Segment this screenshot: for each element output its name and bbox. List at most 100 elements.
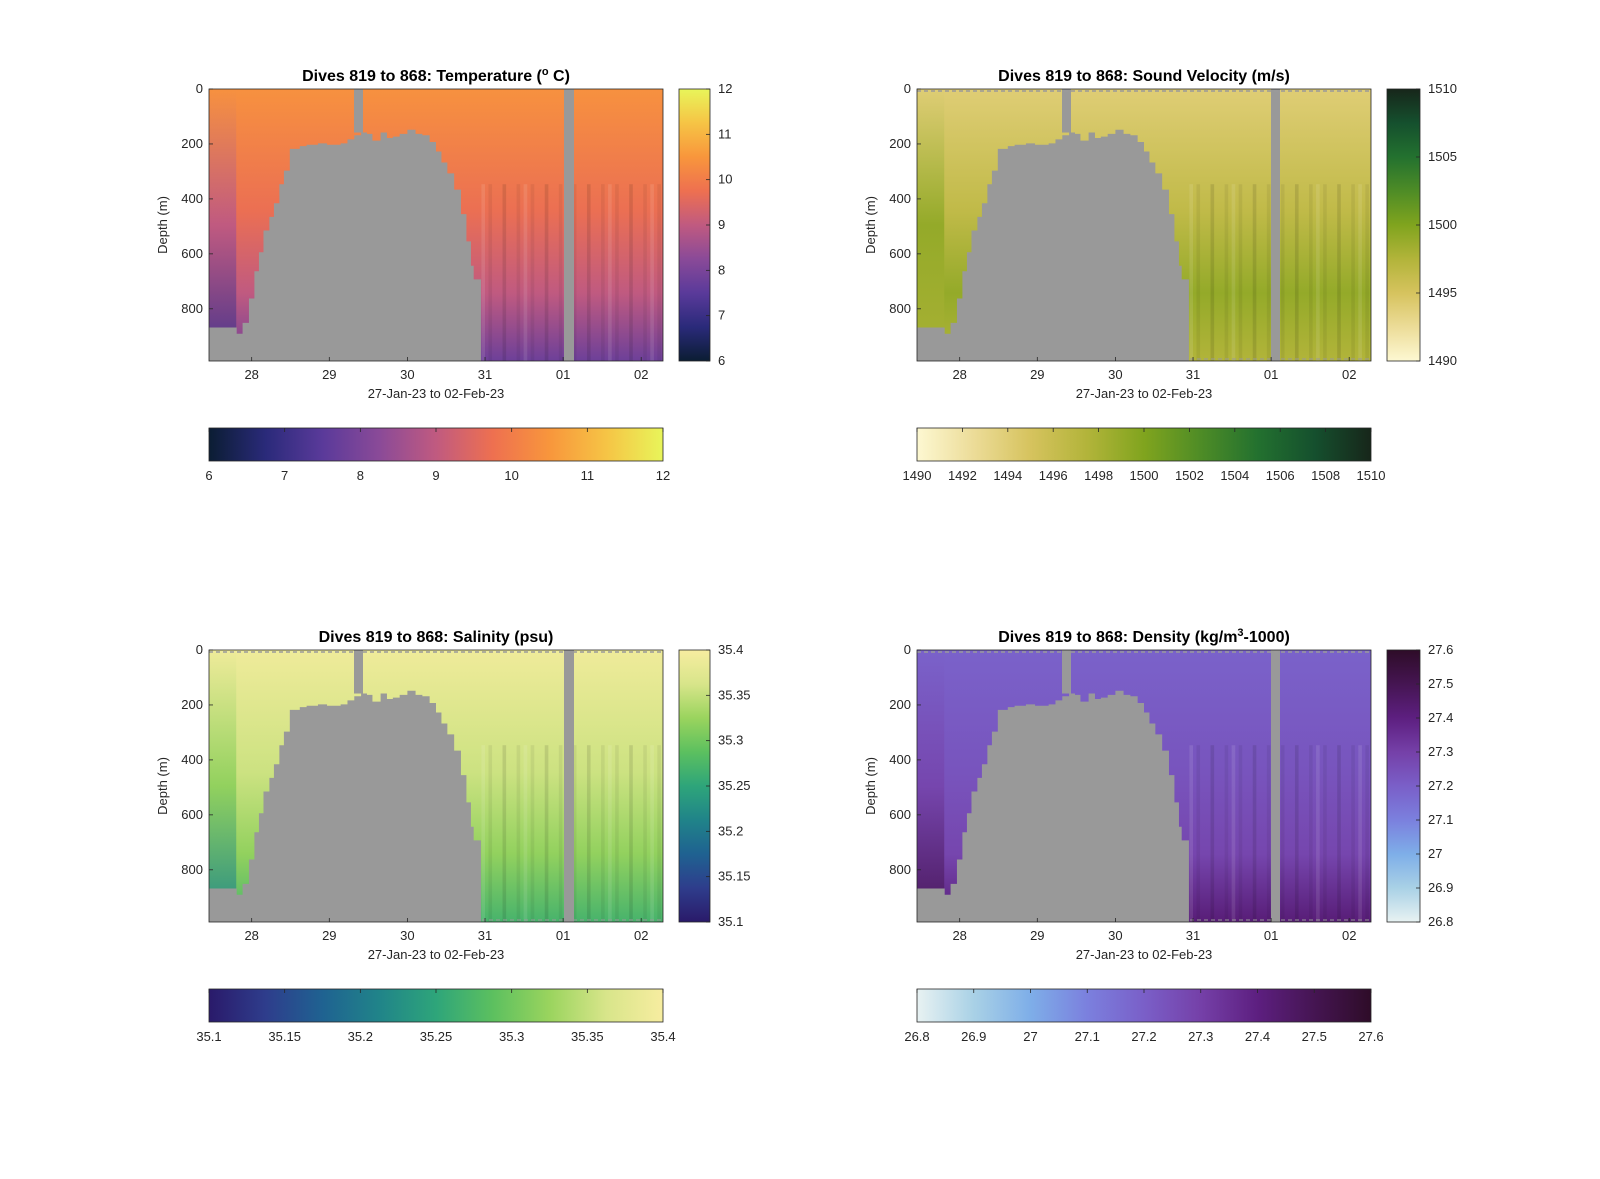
y-tick-label: 800 xyxy=(181,862,203,877)
title-text: Dives 819 to 868: Density (kg/m xyxy=(998,629,1237,646)
dive-column-streak xyxy=(481,184,486,361)
dive-column-streak xyxy=(586,745,591,922)
x-tick-label: 02 xyxy=(634,928,648,943)
colorbar-horizontal xyxy=(208,988,664,1023)
no-data-mask xyxy=(209,129,481,361)
dive-column-streak xyxy=(1224,184,1229,361)
colorbar-tick-label: 1495 xyxy=(1428,285,1457,300)
dive-column-streak xyxy=(1224,745,1229,922)
dive-column-streak xyxy=(1196,184,1201,361)
colorbar-tick-label: 6 xyxy=(718,353,725,368)
colorbar-h-tick-label: 1504 xyxy=(1220,468,1249,483)
colorbar-h-tick-label: 27 xyxy=(1023,1029,1037,1044)
dive-column-streak xyxy=(1189,184,1194,361)
dive-column-streak xyxy=(1323,184,1327,361)
x-tick-label: 31 xyxy=(478,367,492,382)
dive-column-streak xyxy=(1294,184,1299,361)
axes-frame xyxy=(916,649,1372,923)
y-tick-label: 200 xyxy=(181,697,203,712)
axes-frame xyxy=(208,88,664,362)
dive-column-streak xyxy=(1337,184,1341,361)
dive-column-streak xyxy=(1294,745,1299,922)
colorbar-tick-label: 27.3 xyxy=(1428,744,1453,759)
dive-column-streak xyxy=(1266,184,1271,361)
colorbar-h-tick-label: 1506 xyxy=(1266,468,1295,483)
title-superscript: 3 xyxy=(1237,627,1243,639)
y-tick-label: 400 xyxy=(889,191,911,206)
title-text-tail: C) xyxy=(549,68,570,85)
y-axis-label: Depth (m) xyxy=(863,196,878,254)
y-tick-label: 200 xyxy=(889,697,911,712)
dive-column-streak xyxy=(1309,745,1313,922)
colorbar-h-tick-label: 26.8 xyxy=(904,1029,929,1044)
axes-frame xyxy=(916,88,1372,362)
dive-column-streak xyxy=(530,745,535,922)
x-axis-label: 27-Jan-23 to 02-Feb-23 xyxy=(1076,947,1213,962)
y-axis-label: Depth (m) xyxy=(155,757,170,815)
dive-column-streak xyxy=(1252,745,1257,922)
data-gap-2 xyxy=(564,650,574,922)
no-data-mask xyxy=(917,129,1189,361)
dive-column-streak xyxy=(1337,745,1341,922)
y-tick-label: 0 xyxy=(904,642,911,657)
dive-column-streak xyxy=(481,745,486,922)
x-tick-label: 30 xyxy=(1108,928,1122,943)
x-tick-label: 29 xyxy=(322,367,336,382)
dive-column-streak xyxy=(523,184,528,361)
dive-column-streak xyxy=(1210,745,1215,922)
colorbar-h-tick-label: 27.5 xyxy=(1302,1029,1327,1044)
dive-column-streak xyxy=(1323,745,1327,922)
dive-column-streak xyxy=(643,184,647,361)
dive-column-streak xyxy=(1365,184,1369,361)
dive-column-streak xyxy=(650,745,654,922)
colorbar-vertical xyxy=(1386,88,1421,362)
title-text: Dives 819 to 868: Temperature ( xyxy=(302,68,542,85)
dive-column-streak xyxy=(1316,745,1320,922)
x-tick-label: 30 xyxy=(400,367,414,382)
dive-column-streak xyxy=(1231,184,1236,361)
dive-column-streak xyxy=(558,745,563,922)
y-tick-label: 0 xyxy=(904,81,911,96)
colorbar-tick-label: 27.4 xyxy=(1428,710,1453,725)
y-axis-label: Depth (m) xyxy=(155,196,170,254)
y-tick-label: 600 xyxy=(181,246,203,261)
x-axis-label: 27-Jan-23 to 02-Feb-23 xyxy=(1076,386,1213,401)
colorbar-tick-label: 26.8 xyxy=(1428,914,1453,929)
y-tick-label: 600 xyxy=(889,246,911,261)
x-tick-label: 02 xyxy=(634,367,648,382)
chart-panel-4: Dives 819 to 868: Density (kg/m3-1000)02… xyxy=(863,627,1453,1044)
colorbar-h-tick-label: 35.25 xyxy=(420,1029,453,1044)
colorbar-tick-label: 1510 xyxy=(1428,81,1457,96)
title-text: Dives 819 to 868: Salinity (psu) xyxy=(319,629,554,646)
y-tick-label: 800 xyxy=(889,301,911,316)
dive-column-streak xyxy=(615,184,619,361)
colorbar-h-tick-label: 12 xyxy=(656,468,670,483)
axes-frame xyxy=(208,649,664,923)
dive-column-streak xyxy=(572,184,577,361)
x-tick-label: 01 xyxy=(1264,367,1278,382)
dive-column-streak xyxy=(1351,745,1355,922)
colorbar-tick-label: 35.1 xyxy=(718,914,743,929)
x-tick-label: 28 xyxy=(952,928,966,943)
data-gap-2 xyxy=(1271,89,1280,361)
colorbar-h-tick-label: 10 xyxy=(504,468,518,483)
colorbar-tick-label: 35.2 xyxy=(718,823,743,838)
x-axis-label: 27-Jan-23 to 02-Feb-23 xyxy=(368,947,505,962)
colorbar-h-tick-label: 1496 xyxy=(1039,468,1068,483)
colorbar-h-tick-label: 26.9 xyxy=(961,1029,986,1044)
colorbar-horizontal xyxy=(916,427,1372,462)
colorbar-tick-label: 27.5 xyxy=(1428,676,1453,691)
dive-column-streak xyxy=(1210,184,1215,361)
dive-column-streak xyxy=(516,745,521,922)
colorbar-h-tick-label: 6 xyxy=(205,468,212,483)
colorbar-tick-label: 7 xyxy=(718,308,725,323)
dive-column-streak xyxy=(629,184,633,361)
y-tick-label: 800 xyxy=(181,301,203,316)
x-tick-label: 31 xyxy=(478,928,492,943)
y-tick-label: 0 xyxy=(196,81,203,96)
colorbar-tick-label: 27.2 xyxy=(1428,778,1453,793)
dive-column-streak xyxy=(1266,745,1271,922)
dive-column-streak xyxy=(544,745,549,922)
colorbar-vertical xyxy=(1386,649,1421,923)
